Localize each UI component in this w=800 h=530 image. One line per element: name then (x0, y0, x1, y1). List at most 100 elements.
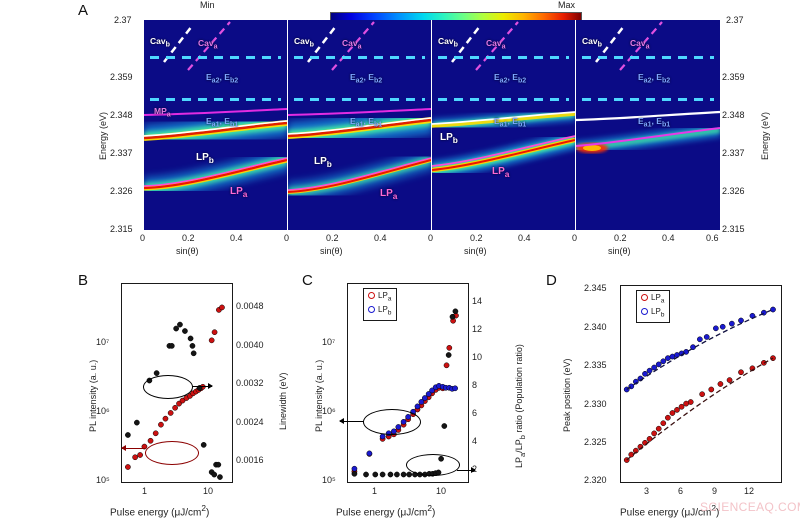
c-rtick-5: 12 (472, 324, 483, 334)
panel-d-letter: D (546, 272, 557, 289)
c-annot-arrow-left (339, 418, 364, 424)
heatmap-svg-1 (144, 20, 287, 230)
dash-e1-3 (437, 98, 570, 101)
panel-a-letter: A (78, 2, 89, 19)
panel-a-ytick-r1: 2.326 (722, 186, 745, 196)
panel-a-ytick-2: 2.337 (110, 148, 133, 158)
b-rtick-0: 0.0016 (236, 455, 264, 465)
c-ytick-0: 10⁵ (322, 475, 336, 485)
label-lp-a-1: LPa (230, 186, 248, 199)
panel-a-ytick-4: 2.359 (110, 72, 133, 82)
label-lp-b-1: LPb (196, 152, 214, 165)
d-ytick-4: 2.340 (584, 322, 607, 332)
label-lp-a-3: LPa (492, 166, 510, 179)
colorbar-max-label: Max (558, 0, 576, 10)
a1-xlabel: sin(θ) (176, 246, 199, 256)
d-ytick-0: 2.320 (584, 475, 607, 485)
c-rtick-4: 10 (472, 352, 483, 362)
a2-xlabel: sin(θ) (320, 246, 343, 256)
panel-c-ylabel-left: PL intensity (a. u.) (314, 359, 324, 432)
legend-marker-lpb-icon (368, 305, 375, 313)
panel-a-ytick-r4: 2.359 (722, 72, 745, 82)
panel-a-map-4: Cavb Cava Ea2, Eb2 Ea1, Eb1 (575, 20, 721, 230)
panel-c-legend: LPa LPb (363, 288, 397, 322)
c-rtick-6: 14 (472, 296, 483, 306)
d-ytick-1: 2.325 (584, 437, 607, 447)
b-ytick-1: 10⁶ (96, 406, 110, 416)
panel-d-legend: LPa LPb (636, 290, 670, 324)
panel-a-ylabel-right: Energy (eV) (760, 111, 770, 160)
c-rtick-3: 8 (472, 380, 478, 390)
c-rtick-1: 4 (472, 436, 478, 446)
d-xtick-3: 12 (744, 486, 755, 496)
watermark: SCIENCEAQ.COM (700, 500, 800, 514)
label-lp-a-2: LPa (380, 188, 398, 201)
panel-a-map-3: Cavb Cava Ea2, Eb2 Ea1, Eb1 LPb LPa (431, 20, 576, 230)
panel-a-ytick-r3: 2.348 (722, 110, 745, 120)
legend-item-lpa-d: LPa (641, 293, 665, 307)
panel-a-ytick-r5: 2.37 (726, 15, 744, 25)
dash-e2-4 (581, 56, 715, 59)
panel-c-letter: C (302, 272, 313, 289)
label-lp-b-3: LPb (440, 132, 458, 145)
label-cav-a-3: Cava (486, 38, 506, 51)
b-rtick-3: 0.0040 (236, 340, 264, 350)
legend-item-lpb: LPb (368, 305, 392, 319)
label-e1-1: Ea1, Eb1 (206, 116, 239, 129)
label-e1-4: Ea1, Eb1 (638, 116, 671, 129)
d-ytick-5: 2.345 (584, 283, 607, 293)
panel-a-ylabel-left: Energy (eV) (98, 111, 108, 160)
d-ytick-2: 2.330 (584, 399, 607, 409)
a3-xtick-0: 0 (428, 233, 434, 243)
a1-xtick-0: 0 (140, 233, 146, 243)
panel-d-xlabel: Pulse energy (μJ/cm2) (620, 503, 720, 519)
dash-e2-2 (293, 56, 426, 59)
panel-a-ytick-0: 2.315 (110, 224, 133, 234)
c-annot-ellipse-ratio (406, 454, 460, 476)
panel-b-data-svg (125, 304, 225, 480)
a4-xtick-3: 0.6 (706, 233, 719, 243)
panel-d-data-svg (623, 306, 776, 463)
b-annot-ellipse-pl (145, 441, 199, 465)
panel-b-ylabel-right: Linewidth (eV) (278, 372, 288, 430)
dash-e1-4 (581, 98, 715, 101)
panel-a-ytick-1: 2.326 (110, 186, 133, 196)
c-xtick-0: 1 (372, 486, 378, 496)
a1-xtick-1: 0.2 (182, 233, 195, 243)
panel-a: A Min Max Energy (eV) Energy (eV) 2.315 … (0, 0, 800, 262)
label-cav-b-4: Cavb (582, 36, 602, 49)
heatmap-svg-2 (288, 20, 431, 230)
b-rtick-4: 0.0048 (236, 301, 264, 311)
legend-marker-lpb-d-icon (641, 307, 648, 315)
b-xtick-1: 10 (203, 486, 214, 496)
panel-a-map-1: Cavb Cava Ea2, Eb2 Ea1, Eb1 MPa LPb LPa (143, 20, 288, 230)
label-e2-4: Ea2, Eb2 (638, 72, 671, 85)
d-xtick-0: 3 (644, 486, 650, 496)
label-cav-b-1: Cavb (150, 36, 170, 49)
panel-d-ylabel: Peak position (eV) (562, 358, 572, 432)
dash-e2-3 (437, 56, 570, 59)
c-annot-arrow-right (457, 467, 476, 473)
panel-c-ylabel-right: LPa/LPb ratio (Population ratio) (514, 344, 527, 468)
a3-xlabel: sin(θ) (464, 246, 487, 256)
label-e2-1: Ea2, Eb2 (206, 72, 239, 85)
c-ytick-2: 10⁷ (322, 337, 336, 347)
a1-xtick-2: 0.4 (230, 233, 243, 243)
b-annot-ellipse-linewidth (143, 375, 193, 399)
d-xtick-2: 9 (712, 486, 718, 496)
a4-xtick-0: 0 (572, 233, 578, 243)
panel-a-ytick-3: 2.348 (110, 110, 133, 120)
a2-xtick-2: 0.4 (374, 233, 387, 243)
a3-xtick-2: 0.4 (518, 233, 531, 243)
b-rtick-2: 0.0032 (236, 378, 264, 388)
panel-a-ytick-r0: 2.315 (722, 224, 745, 234)
label-cav-a-2: Cava (342, 38, 362, 51)
panel-a-ytick-5: 2.37 (114, 15, 132, 25)
a3-xtick-1: 0.2 (470, 233, 483, 243)
panel-b-xlabel: Pulse energy (μJ/cm2) (110, 503, 210, 519)
heatmap-svg-3 (432, 20, 575, 230)
c-rtick-2: 6 (472, 408, 478, 418)
label-cav-b-2: Cavb (294, 36, 314, 49)
colorbar-min-label: Min (200, 0, 215, 10)
label-e2-3: Ea2, Eb2 (494, 72, 527, 85)
